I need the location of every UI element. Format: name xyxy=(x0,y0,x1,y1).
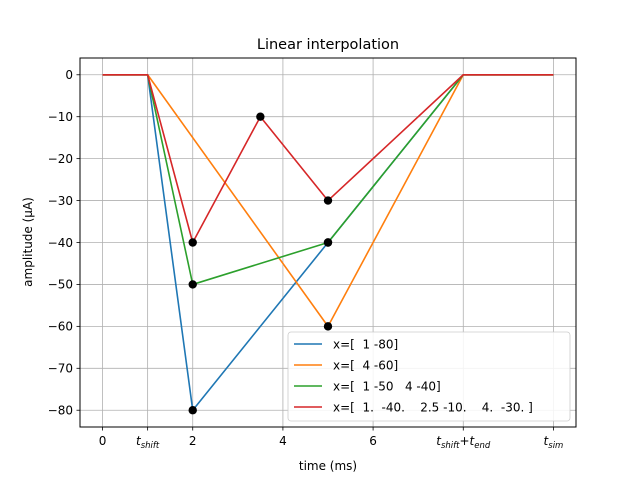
data-point-marker xyxy=(323,196,333,205)
x-tick-label: 0 xyxy=(99,434,107,448)
y-tick-label: −20 xyxy=(48,152,73,166)
markers-layer xyxy=(188,112,333,415)
y-tick-label: −70 xyxy=(48,362,73,376)
y-axis-label: amplitude (μA) xyxy=(21,197,35,287)
data-point-marker xyxy=(323,322,333,331)
y-tick-label: 0 xyxy=(65,68,73,82)
y-tick-label: −50 xyxy=(48,278,73,292)
legend-box xyxy=(287,331,571,422)
x-tick-label: 2 xyxy=(189,434,197,448)
data-point-marker xyxy=(323,238,333,247)
y-tick-label: −30 xyxy=(48,194,73,208)
y-tick-label: −80 xyxy=(48,404,73,418)
x-axis-ticks: 0 tshift 2 4 6 tshift+tend tsim xyxy=(99,427,564,451)
chart-title: Linear interpolation xyxy=(257,37,399,53)
data-point-marker xyxy=(188,238,197,247)
data-point-marker xyxy=(188,280,197,289)
legend-label: x=[ 1 -80] xyxy=(333,338,398,352)
data-point-marker xyxy=(188,406,197,415)
x-tick-label: tshift+tend xyxy=(436,434,491,451)
x-tick-label: 4 xyxy=(279,434,287,448)
y-tick-label: −40 xyxy=(48,236,73,250)
legend: x=[ 1 -80] x=[ 4 -60] x=[ 1 -50 4 -40] x=[ … xyxy=(287,331,571,422)
legend-label: x=[ 1 -50 4 -40] xyxy=(333,380,441,394)
x-tick-label: 6 xyxy=(369,434,377,448)
x-axis-label: time (ms) xyxy=(299,459,357,473)
x-tick-label: tsim xyxy=(544,434,564,451)
y-tick-label: −60 xyxy=(48,320,73,334)
y-axis-ticks: 0 −10 −20 −30 −40 −50 −60 −70 −80 xyxy=(48,68,80,418)
y-tick-label: −10 xyxy=(48,110,73,124)
data-point-marker xyxy=(256,112,265,121)
legend-label: x=[ 1. -40. 2.5 -10. 4. -30. ] xyxy=(333,401,533,415)
x-tick-label: tshift xyxy=(136,434,160,451)
legend-label: x=[ 4 -60] xyxy=(333,359,398,373)
